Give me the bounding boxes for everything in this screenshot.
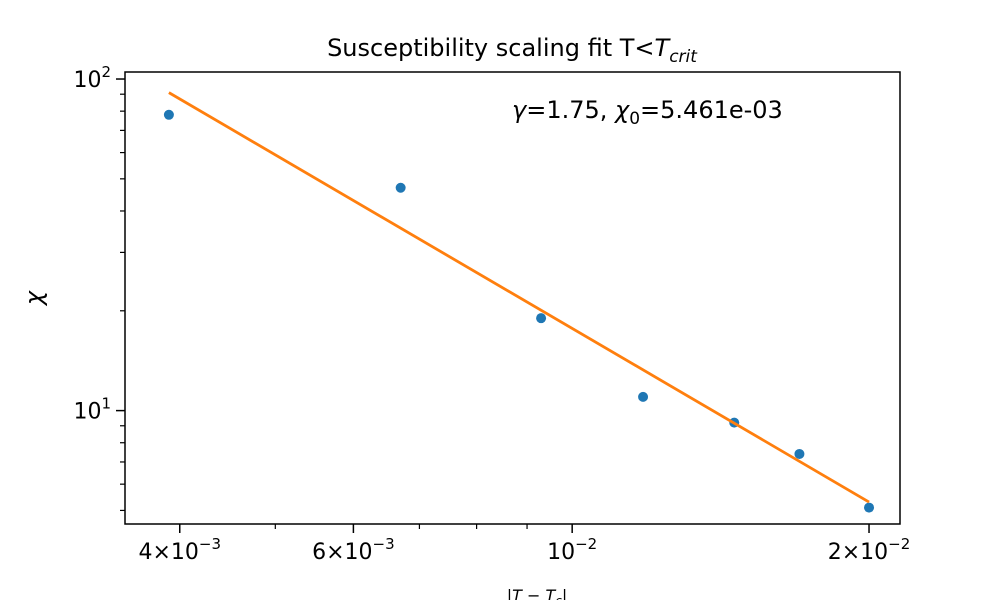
tick-labels: 4×10−3 6×10−3 10−2 2×10−2 101 102 [73,63,910,565]
x-axis-label: |T − Tc| [507,586,568,600]
y-axis-label: χ [20,290,48,307]
fit-annotation: γ=1.75, χ0=5.461e-03 [512,96,783,129]
data-point [864,502,875,513]
data-point [536,313,547,324]
major-ticks [116,78,870,533]
chart-title: Susceptibility scaling fit T<Tcrit [327,34,698,67]
y-tick-label: 101 [73,395,111,425]
y-tick-label: 102 [73,63,111,93]
x-tick-label: 2×10−2 [828,535,911,565]
plot-area [124,71,901,525]
fit-line [168,91,870,504]
x-tick-label: 10−2 [547,535,597,565]
data-point [638,391,649,402]
x-tick-label: 6×10−3 [312,535,395,565]
x-tick-label: 4×10−3 [138,535,221,565]
data-point [794,448,805,459]
data-point [163,109,174,120]
data-point [395,182,406,193]
series-layer [163,91,875,513]
minor-ticks [120,93,528,529]
